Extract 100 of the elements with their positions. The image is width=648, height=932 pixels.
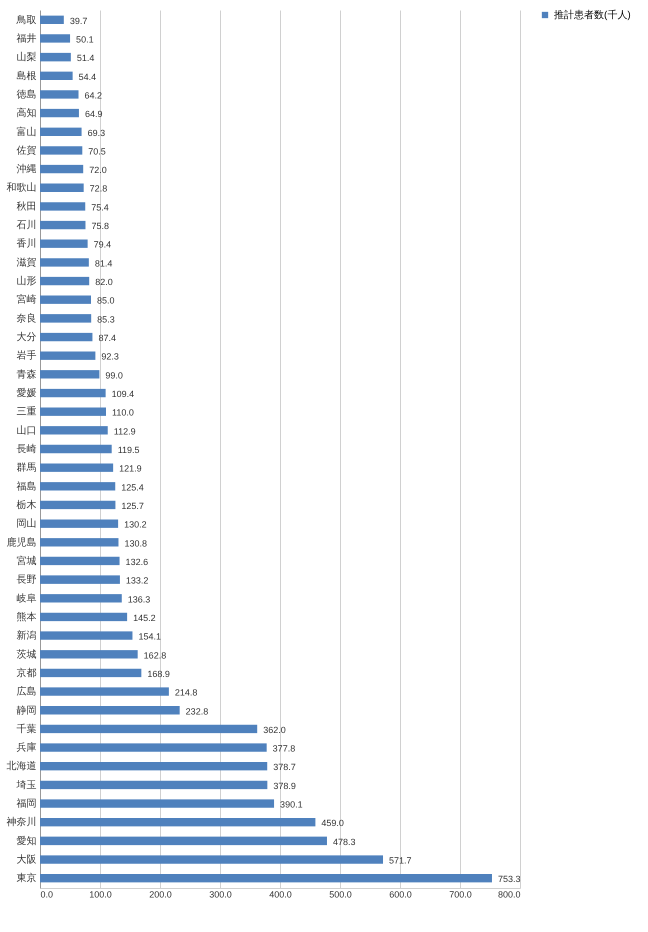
- y-tick-label: 奈良: [16, 312, 36, 324]
- data-label: 168.9: [147, 668, 170, 679]
- y-tick-label: 千葉: [16, 722, 36, 735]
- data-label: 54.4: [78, 72, 96, 82]
- data-label: 39.7: [70, 16, 88, 26]
- data-label: 478.3: [332, 836, 356, 847]
- data-label: 121.9: [119, 464, 142, 474]
- y-tick-label: 徳島: [16, 88, 36, 100]
- y-tick-label: 秋田: [16, 200, 36, 212]
- y-tick-label: 三重: [16, 406, 36, 418]
- data-label: 64.9: [84, 109, 102, 120]
- data-label: 459.0: [321, 818, 344, 828]
- data-label: 110.0: [112, 408, 134, 418]
- x-tick-label: 400.0: [269, 890, 292, 900]
- y-tick-label: 大阪: [16, 854, 36, 866]
- data-label: 132.6: [126, 556, 148, 567]
- y-tick-label: 岡山: [16, 518, 36, 530]
- data-label: 753.3: [498, 874, 521, 884]
- data-label: 87.4: [98, 333, 116, 344]
- y-tick-label: 山梨: [16, 51, 36, 64]
- y-tick-label: 宮崎: [16, 294, 36, 306]
- data-label: 232.8: [186, 706, 208, 716]
- data-label: 70.5: [88, 146, 106, 156]
- data-label: 85.0: [97, 296, 115, 306]
- data-label: 51.4: [76, 53, 94, 64]
- x-tick-label: 100.0: [89, 890, 112, 900]
- x-tick-label: 700.0: [449, 890, 472, 900]
- y-tick-label: 長崎: [16, 443, 36, 455]
- data-label: 214.8: [174, 688, 198, 698]
- y-tick-label: 鳥取: [16, 14, 36, 26]
- y-tick-label: 高知: [16, 107, 36, 120]
- data-label: 133.2: [126, 576, 148, 586]
- data-label: 362.0: [263, 724, 286, 735]
- data-label: 75.4: [91, 202, 109, 212]
- data-label: 119.5: [118, 445, 140, 455]
- y-tick-label: 熊本: [16, 610, 36, 623]
- data-label: 378.9: [273, 780, 296, 791]
- y-tick-label: 静岡: [16, 704, 36, 716]
- data-label: 109.4: [112, 389, 134, 400]
- data-label: 130.2: [124, 520, 147, 530]
- data-label: 145.2: [133, 612, 156, 623]
- y-tick-label: 群馬: [16, 462, 36, 474]
- y-tick-label: 和歌山: [6, 182, 36, 194]
- y-tick-label: 山形: [16, 275, 36, 288]
- data-label: 92.3: [101, 352, 119, 362]
- y-tick-label: 福島: [16, 480, 36, 492]
- y-tick-label: 福岡: [16, 798, 36, 810]
- y-tick-label: 神奈川: [6, 816, 36, 828]
- data-label: 75.8: [91, 221, 110, 232]
- data-label: 64.2: [84, 90, 102, 100]
- data-label: 154.1: [138, 632, 161, 642]
- y-tick-label: 埼玉: [16, 778, 36, 791]
- y-tick-label: 島根: [16, 70, 36, 82]
- data-label: 50.1: [76, 34, 94, 44]
- y-tick-label: 広島: [16, 686, 36, 698]
- x-tick-label: 800.0: [498, 890, 520, 900]
- legend-label: 推計患者数(千人): [554, 9, 631, 21]
- y-tick-label: 石川: [16, 219, 36, 232]
- data-label: 72.8: [90, 184, 108, 194]
- data-label: 112.9: [114, 426, 136, 436]
- data-label: 377.8: [272, 744, 296, 754]
- data-label: 571.7: [389, 856, 412, 866]
- data-label: 69.3: [88, 128, 106, 138]
- x-tick-label: 500.0: [329, 890, 352, 900]
- y-tick-label: 大分: [16, 331, 36, 344]
- data-label: 378.7: [273, 762, 296, 772]
- x-tick-label: 300.0: [209, 890, 232, 900]
- y-tick-label: 香川: [16, 238, 36, 250]
- data-label: 99.0: [105, 370, 123, 380]
- data-label: 79.4: [94, 240, 112, 250]
- data-label: 125.7: [121, 500, 144, 511]
- y-tick-label: 沖縄: [16, 163, 36, 176]
- y-tick-label: 茨城: [16, 648, 36, 660]
- data-label: 162.8: [144, 650, 166, 660]
- y-tick-label: 兵庫: [16, 742, 36, 754]
- y-tick-label: 岩手: [16, 350, 36, 362]
- x-tick-label: 0.0: [40, 890, 54, 900]
- data-label: 136.3: [128, 594, 150, 604]
- data-label: 81.4: [94, 258, 112, 268]
- y-tick-label: 京都: [16, 666, 36, 679]
- y-tick-label: 新潟: [16, 630, 36, 642]
- y-tick-label: 鹿児島: [6, 536, 36, 548]
- y-tick-label: 滋賀: [16, 256, 36, 268]
- y-tick-label: 愛媛: [16, 387, 36, 400]
- data-label: 125.4: [121, 482, 144, 492]
- y-tick-label: 青森: [16, 368, 36, 380]
- data-label: 72.0: [89, 165, 107, 176]
- y-tick-label: 佐賀: [16, 144, 36, 156]
- data-label: 82.0: [95, 277, 113, 288]
- data-label: 130.8: [124, 538, 148, 548]
- y-tick-label: 福井: [16, 32, 36, 44]
- y-tick-label: 山口: [16, 424, 36, 436]
- y-tick-label: 栃木: [16, 498, 36, 511]
- x-tick-label: 200.0: [149, 890, 172, 900]
- y-tick-label: 富山: [16, 126, 36, 138]
- y-tick-label: 東京: [16, 872, 36, 884]
- data-label: 390.1: [280, 800, 303, 810]
- y-tick-label: 愛知: [16, 834, 36, 847]
- y-tick-label: 長野: [16, 574, 36, 586]
- x-tick-label: 600.0: [389, 890, 412, 900]
